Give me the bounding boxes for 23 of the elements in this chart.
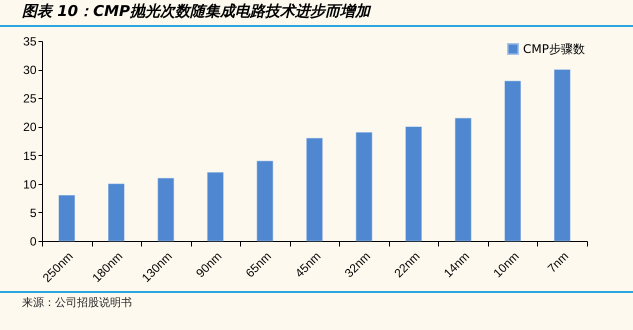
bar (108, 184, 125, 242)
bar (405, 126, 422, 242)
y-tick-label: 30 (23, 63, 37, 78)
y-tick-label: 0 (30, 234, 37, 248)
bar (454, 118, 472, 242)
bar (256, 160, 274, 242)
y-tick-label: 15 (23, 148, 37, 163)
y-tick-label: 35 (23, 34, 37, 48)
chart-title: 图表 10：CMP抛光次数随集成电路技术进步而增加 (0, 0, 633, 27)
y-tick-label: 25 (23, 92, 37, 106)
bar (158, 178, 174, 242)
y-tick-label: 10 (23, 177, 37, 192)
bar (356, 132, 372, 242)
bar (504, 80, 521, 242)
legend-label: CMP步骤数 (523, 42, 585, 56)
source-note: 来源：公司招股说明书 (0, 291, 633, 310)
y-tick-label: 5 (30, 206, 37, 220)
bar (554, 69, 570, 242)
y-tick-label: 20 (23, 120, 37, 134)
bar (58, 195, 76, 242)
bar (207, 172, 224, 242)
bar (306, 138, 323, 242)
x-tick-label: 7nm (544, 249, 572, 276)
